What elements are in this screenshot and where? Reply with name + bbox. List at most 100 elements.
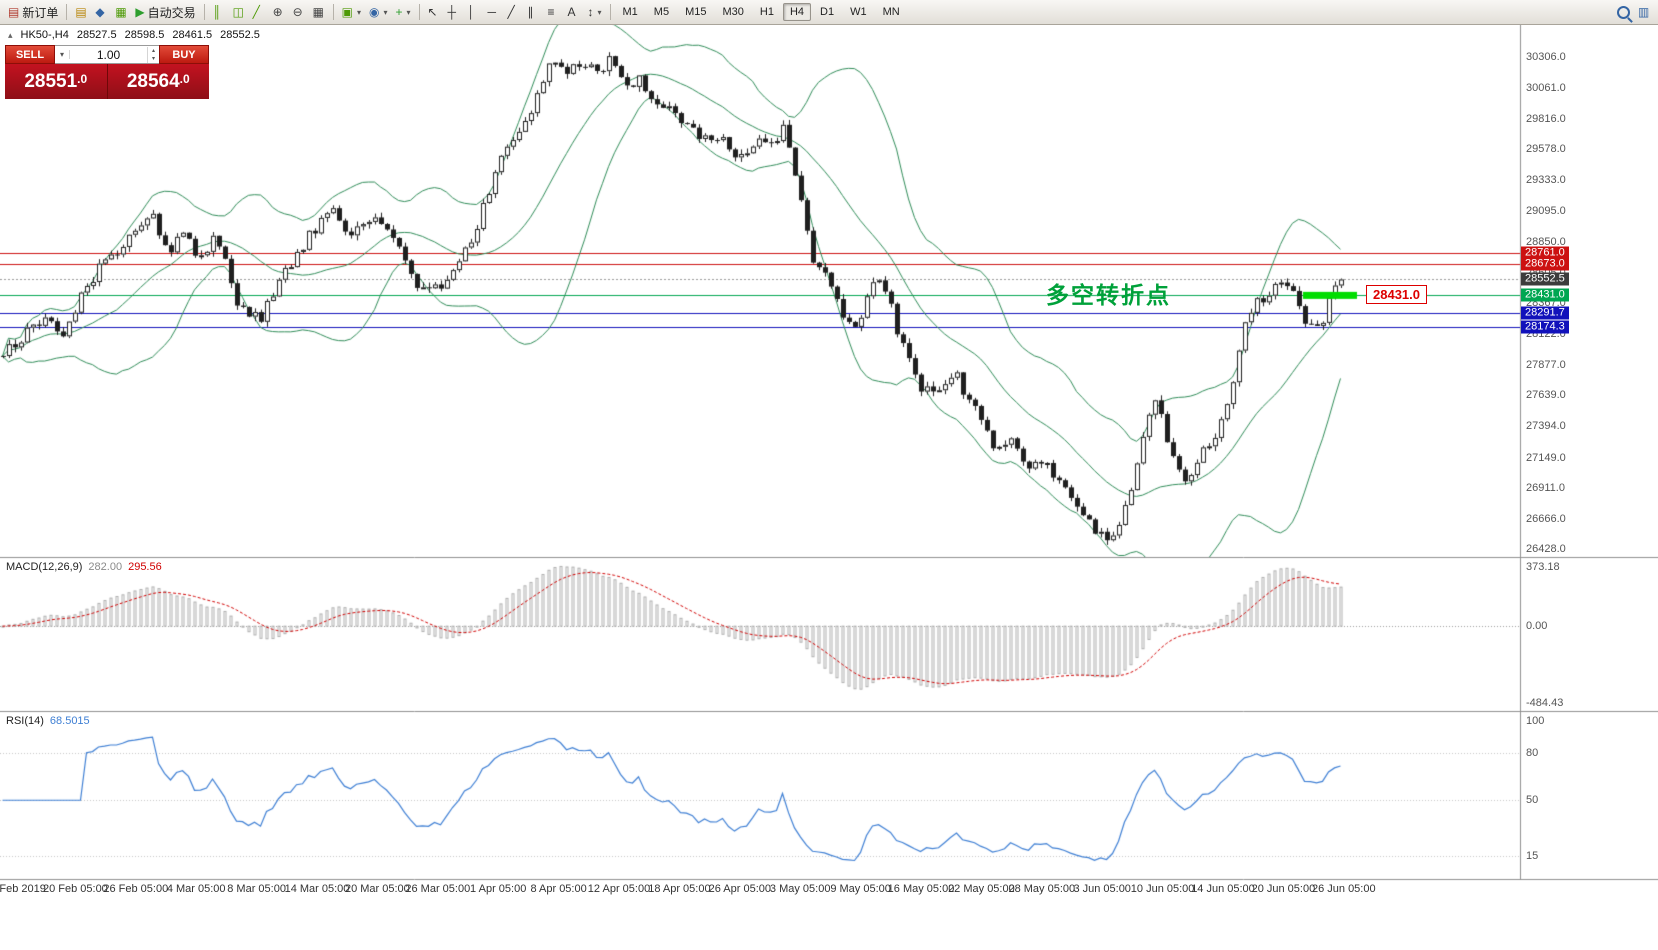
rsi-value: 68.5015: [49, 715, 90, 727]
price-marker-label: 28431.0: [1366, 285, 1427, 304]
new-chart-button[interactable]: ▣ ▾: [338, 2, 365, 22]
new-order-button[interactable]: ▤ 新订单: [4, 2, 62, 22]
toolbar-separator: [66, 4, 68, 20]
price-axis-label: 27394.0: [1526, 420, 1566, 433]
rsi-indicator-label: RSI(14) 68.5015: [6, 715, 90, 727]
price-line-label-red: 28761.0: [1521, 246, 1569, 260]
price-line-label-red: 28673.0: [1521, 257, 1569, 271]
timeframe-m5-button[interactable]: M5: [647, 3, 676, 21]
timeframe-w1-button[interactable]: W1: [843, 3, 874, 21]
toolbar-group-timeframes: M1 M5 M15 M30 H1 H4 D1 W1 MN: [615, 3, 908, 21]
fibonacci-tool-button[interactable]: ≡: [544, 2, 564, 22]
timeframe-m30-button[interactable]: M30: [715, 3, 750, 21]
chart-ohlc-header: ▴ HK50-,H4 28527.5 28598.5 28461.5 28552…: [8, 29, 260, 42]
time-axis-label: 4 Mar 05:00: [166, 883, 226, 895]
vertical-line-tool-button[interactable]: │: [464, 2, 484, 22]
autotrade-label: 自动交易: [147, 5, 196, 20]
time-axis-label: 10 Jun 05:00: [1130, 883, 1195, 895]
rsi-scale-label: 15: [1526, 849, 1539, 862]
time-axis-label: 16 May 05:00: [887, 883, 955, 895]
terminal-button[interactable]: ▦: [111, 2, 131, 22]
dropdown-arrow-icon: ▾: [406, 7, 411, 17]
sell-price-value: 28551: [24, 70, 78, 92]
market-watch-button[interactable]: ▤: [71, 2, 91, 22]
sell-price-button[interactable]: 28551.0: [5, 64, 107, 99]
time-axis-label: 22 May 05:00: [948, 883, 1015, 895]
spinner-up-icon[interactable]: ▴: [151, 47, 155, 54]
price-axis-label: 27877.0: [1526, 359, 1566, 372]
toolbar-separator: [418, 4, 420, 20]
buy-price-button[interactable]: 28564.0: [107, 64, 209, 99]
new-chart-icon: ▣: [341, 5, 353, 19]
timeframe-d1-button[interactable]: D1: [813, 3, 841, 21]
time-axis-label: 26 Jun 05:00: [1311, 883, 1376, 895]
toolbar-group-windows: ▤ ◆ ▦: [71, 2, 131, 22]
buy-button[interactable]: BUY: [159, 45, 209, 64]
price-axis-label: 26911.0: [1526, 481, 1565, 494]
data-window-button[interactable]: ▥: [1634, 2, 1654, 22]
volume-value[interactable]: 1.00: [96, 47, 121, 62]
autotrade-button[interactable]: ▶ 自动交易: [131, 2, 199, 22]
timeframe-mn-button[interactable]: MN: [876, 3, 907, 21]
price-axis-label: 27639.0: [1526, 389, 1566, 402]
zoom-in-button[interactable]: ⊕: [269, 2, 289, 22]
volume-dropdown-icon[interactable]: ▾: [55, 50, 70, 59]
tile-windows-button[interactable]: ▦: [309, 2, 329, 22]
bar-chart-button[interactable]: ║: [209, 2, 229, 22]
timeframe-h4-button[interactable]: H4: [782, 3, 812, 21]
price-axis-label: 29578.0: [1526, 143, 1566, 156]
search-button[interactable]: [1613, 2, 1634, 22]
profiles-button[interactable]: ◉ ▾: [365, 2, 392, 22]
profiles-icon: ◉: [368, 5, 380, 19]
crosshair-tool-button[interactable]: ┼: [444, 2, 464, 22]
time-axis-label: 1 Apr 05:00: [470, 883, 527, 895]
new-order-icon: ▤: [8, 5, 20, 19]
sell-price-decimal: .0: [77, 71, 88, 86]
volume-spinner[interactable]: ▴ ▾: [147, 46, 159, 63]
bar-chart-icon: ║: [212, 5, 222, 19]
main-toolbar: ▤ 新订单 ▤ ◆ ▦ ▶ 自动交易 ║ ◫ ╱ ⊕ ⊖ ▦ ▣ ▾ ◉ ▾ + ▾ ↖ ┼ │ ─ ╱ ∥ ≡ A ↕…: [0, 0, 1658, 25]
zoom-out-button[interactable]: ⊖: [289, 2, 309, 22]
candlestick-chart-icon: ◫: [232, 5, 244, 19]
macd-scale-label: 0.00: [1526, 620, 1548, 633]
timeframe-h1-button[interactable]: H1: [753, 3, 781, 21]
timeframe-m1-button[interactable]: M1: [616, 3, 645, 21]
line-chart-button[interactable]: ╱: [249, 2, 269, 22]
text-tool-button[interactable]: A: [564, 2, 584, 22]
time-axis-label: 20 Jun 05:00: [1251, 883, 1316, 895]
cursor-tool-button[interactable]: ↖: [424, 2, 444, 22]
price-axis-label: 26666.0: [1526, 512, 1566, 525]
candlestick-chart-button[interactable]: ◫: [229, 2, 249, 22]
macd-scale-label: -484.43: [1526, 697, 1564, 709]
navigator-button[interactable]: ◆: [91, 2, 111, 22]
trendline-tool-button[interactable]: ╱: [504, 2, 524, 22]
indicators-button[interactable]: + ▾: [391, 2, 414, 22]
arrows-tool-button[interactable]: ↕ ▾: [584, 2, 606, 22]
channel-tool-button[interactable]: ∥: [524, 2, 544, 22]
price-axis-label: 26428.0: [1526, 543, 1566, 555]
price-line-label-green: 28431.0: [1521, 288, 1569, 302]
horizontal-line-tool-icon: ─: [487, 5, 497, 19]
vertical-line-tool-icon: │: [467, 5, 476, 19]
trade-panel-price-row: 28551.0 28564.0: [5, 64, 209, 99]
chart-close-value: 28552.5: [220, 29, 260, 41]
macd-main-value: 282.00: [88, 561, 123, 573]
time-axis-label: 18 Apr 05:00: [648, 883, 711, 895]
price-axis-label: 29095.0: [1526, 204, 1566, 217]
volume-field[interactable]: ▾ 1.00 ▴ ▾: [55, 45, 159, 64]
market-watch-icon: ▤: [75, 5, 87, 19]
time-axis-label: 26 Mar 05:00: [405, 883, 471, 895]
chart-high-value: 28598.5: [124, 29, 165, 41]
horizontal-line-tool-button[interactable]: ─: [484, 2, 504, 22]
dropdown-arrow-icon: ▾: [597, 7, 602, 17]
time-axis-label: 3 May 05:00: [769, 883, 831, 895]
cursor-tool-icon: ↖: [427, 5, 438, 19]
chart-annotation-text: 多空转折点: [1046, 282, 1171, 308]
toolbar-separator: [203, 4, 205, 20]
spinner-down-icon[interactable]: ▾: [151, 55, 155, 62]
sell-button[interactable]: SELL: [5, 45, 55, 64]
chart-symbol-period: HK50-,H4: [20, 29, 69, 41]
price-axis-label: 28850.0: [1526, 235, 1566, 248]
timeframe-m15-button[interactable]: M15: [678, 3, 713, 21]
